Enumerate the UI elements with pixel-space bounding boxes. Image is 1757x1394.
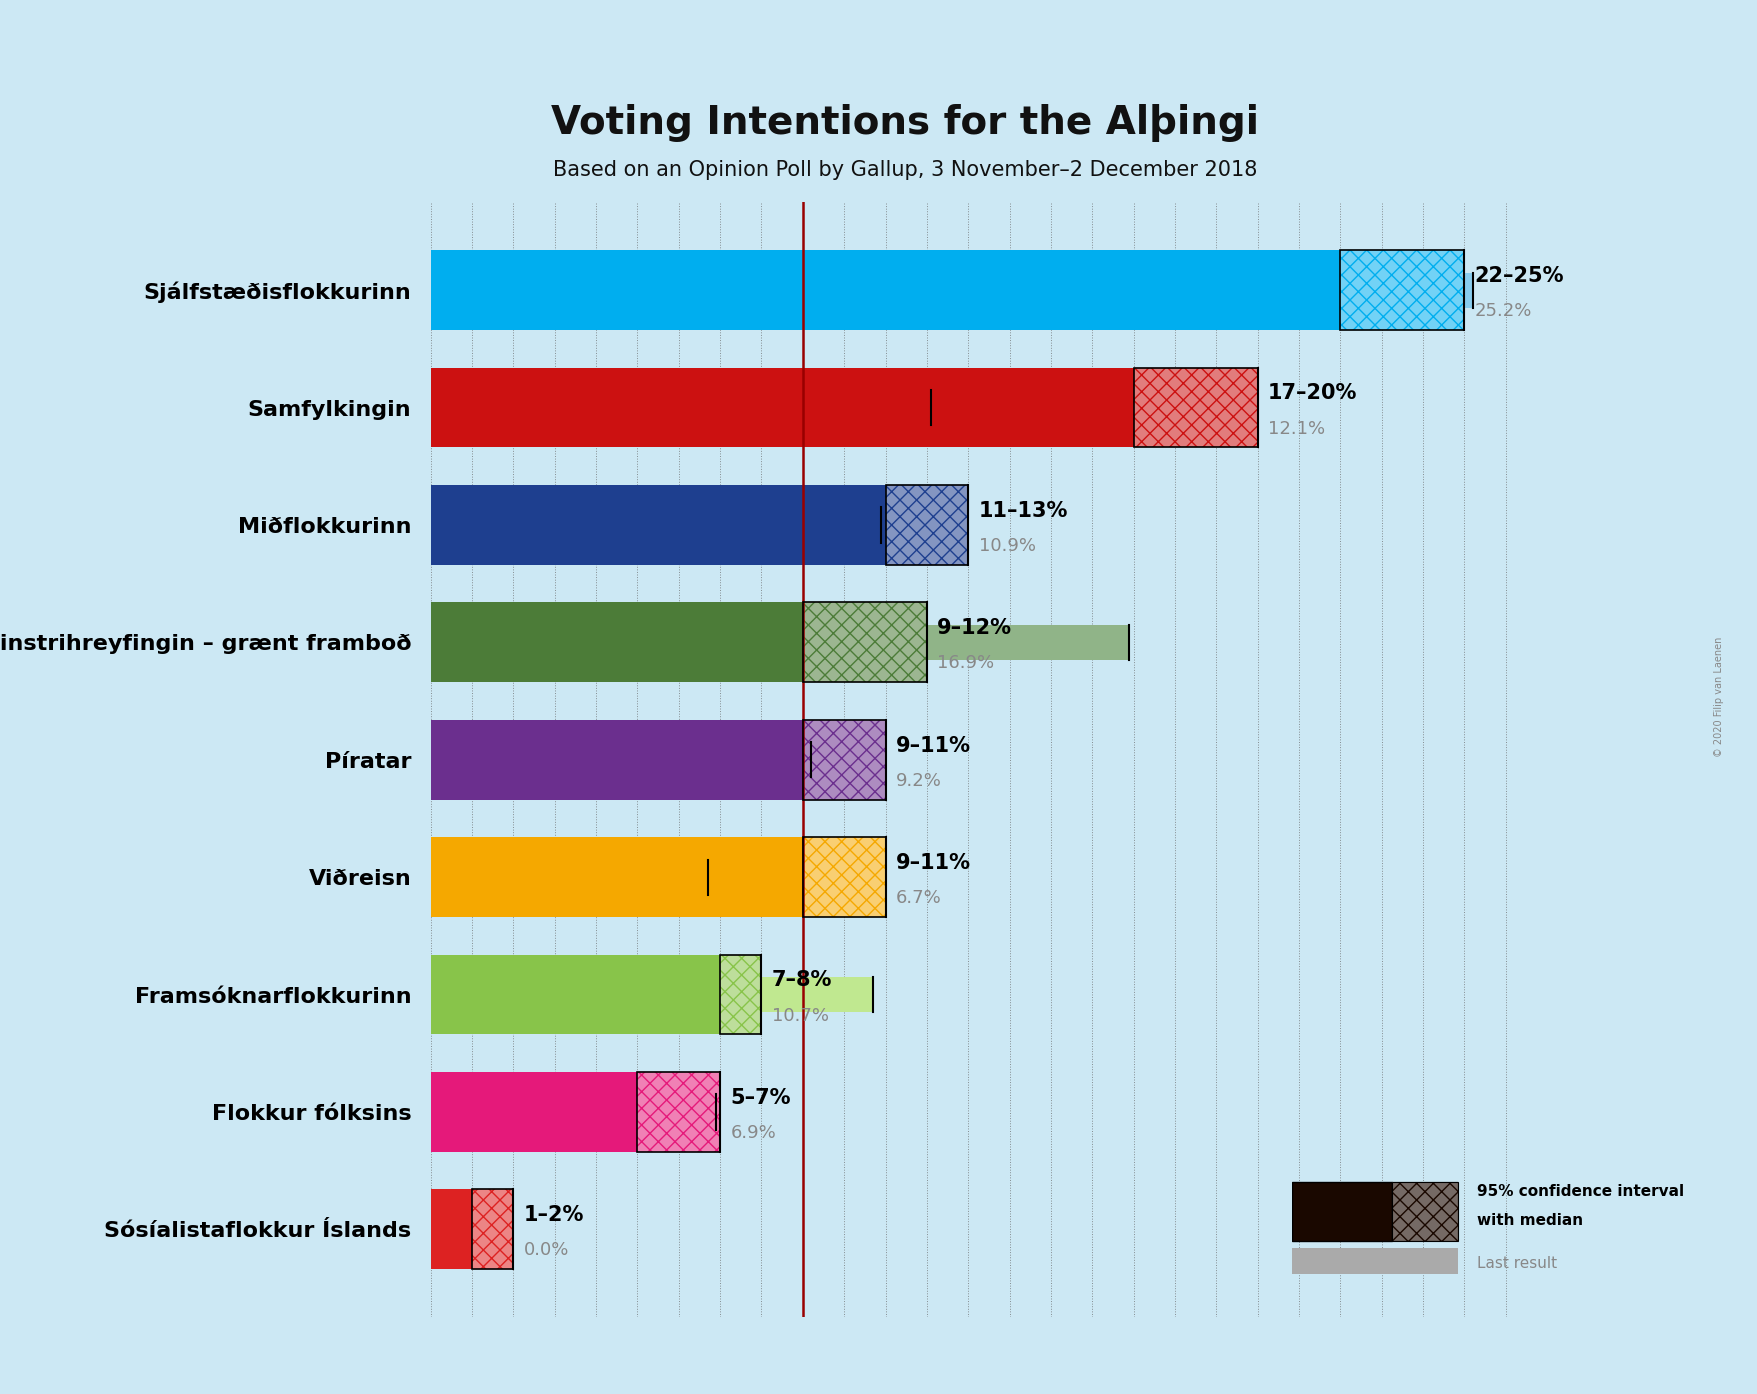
Bar bbox=[803, 838, 886, 917]
Text: 17–20%: 17–20% bbox=[1267, 383, 1356, 403]
Text: 1–2%: 1–2% bbox=[524, 1206, 583, 1225]
Bar bbox=[430, 507, 880, 542]
Bar bbox=[638, 1072, 720, 1151]
Bar bbox=[803, 719, 886, 800]
Bar bbox=[473, 1189, 513, 1269]
Bar bbox=[1133, 368, 1256, 447]
Bar bbox=[430, 1072, 638, 1151]
Text: 11–13%: 11–13% bbox=[979, 500, 1066, 521]
Text: 5–7%: 5–7% bbox=[731, 1087, 791, 1108]
Bar bbox=[430, 955, 720, 1034]
Text: Last result: Last result bbox=[1476, 1256, 1557, 1271]
Bar bbox=[430, 977, 873, 1012]
Bar bbox=[430, 625, 1128, 659]
Bar bbox=[430, 390, 931, 425]
Bar bbox=[720, 955, 761, 1034]
Bar bbox=[1133, 368, 1256, 447]
Bar bbox=[803, 602, 926, 682]
Bar bbox=[1392, 1182, 1458, 1241]
Text: 6.9%: 6.9% bbox=[731, 1124, 777, 1142]
Bar bbox=[886, 485, 968, 565]
Text: 22–25%: 22–25% bbox=[1474, 266, 1564, 286]
Bar bbox=[430, 860, 708, 895]
Bar bbox=[430, 742, 810, 778]
Text: 9.2%: 9.2% bbox=[896, 772, 942, 790]
Bar bbox=[1392, 1182, 1458, 1241]
Text: 10.9%: 10.9% bbox=[979, 537, 1035, 555]
Text: 25.2%: 25.2% bbox=[1474, 302, 1530, 321]
Bar bbox=[720, 955, 761, 1034]
Text: 95% confidence interval: 95% confidence interval bbox=[1476, 1184, 1683, 1199]
Bar bbox=[803, 838, 886, 917]
Text: with median: with median bbox=[1476, 1213, 1581, 1228]
Bar bbox=[430, 273, 1472, 308]
Text: © 2020 Filip van Laenen: © 2020 Filip van Laenen bbox=[1713, 637, 1724, 757]
Bar bbox=[638, 1072, 720, 1151]
Bar bbox=[638, 1072, 720, 1151]
Bar bbox=[1291, 1249, 1458, 1274]
Bar bbox=[430, 485, 886, 565]
Bar bbox=[430, 251, 1339, 330]
Bar bbox=[803, 602, 926, 682]
Bar bbox=[1339, 251, 1464, 330]
Bar bbox=[720, 955, 761, 1034]
Bar bbox=[803, 838, 886, 917]
Text: 7–8%: 7–8% bbox=[771, 970, 831, 990]
Bar bbox=[803, 719, 886, 800]
Bar bbox=[803, 838, 886, 917]
Bar bbox=[886, 485, 968, 565]
Bar bbox=[720, 955, 761, 1034]
Bar bbox=[1339, 251, 1464, 330]
Bar bbox=[430, 602, 803, 682]
Bar bbox=[1392, 1182, 1458, 1241]
Bar bbox=[638, 1072, 720, 1151]
Bar bbox=[1133, 368, 1256, 447]
Text: 0.0%: 0.0% bbox=[524, 1242, 569, 1259]
Bar bbox=[803, 602, 926, 682]
Bar bbox=[430, 368, 1133, 447]
Bar bbox=[430, 1094, 715, 1129]
Bar bbox=[473, 1189, 513, 1269]
Text: 16.9%: 16.9% bbox=[936, 654, 994, 672]
Text: Voting Intentions for the Alþingi: Voting Intentions for the Alþingi bbox=[552, 103, 1258, 142]
Bar bbox=[473, 1189, 513, 1269]
Text: 9–11%: 9–11% bbox=[896, 736, 970, 756]
Bar bbox=[803, 602, 926, 682]
Text: 6.7%: 6.7% bbox=[896, 889, 942, 907]
Bar bbox=[1392, 1182, 1458, 1241]
Bar bbox=[473, 1189, 513, 1269]
Bar bbox=[803, 719, 886, 800]
Bar bbox=[430, 719, 803, 800]
Bar bbox=[430, 838, 803, 917]
Text: 10.7%: 10.7% bbox=[771, 1006, 828, 1025]
Text: 12.1%: 12.1% bbox=[1267, 420, 1325, 438]
Bar bbox=[1339, 251, 1464, 330]
Bar bbox=[1133, 368, 1256, 447]
Text: 9–11%: 9–11% bbox=[896, 853, 970, 873]
Bar bbox=[1339, 251, 1464, 330]
Bar bbox=[886, 485, 968, 565]
Text: 9–12%: 9–12% bbox=[936, 619, 1012, 638]
Bar bbox=[430, 1189, 473, 1269]
Bar bbox=[803, 719, 886, 800]
Bar bbox=[1291, 1182, 1392, 1241]
Bar bbox=[886, 485, 968, 565]
Text: Based on an Opinion Poll by Gallup, 3 November–2 December 2018: Based on an Opinion Poll by Gallup, 3 No… bbox=[553, 160, 1256, 180]
